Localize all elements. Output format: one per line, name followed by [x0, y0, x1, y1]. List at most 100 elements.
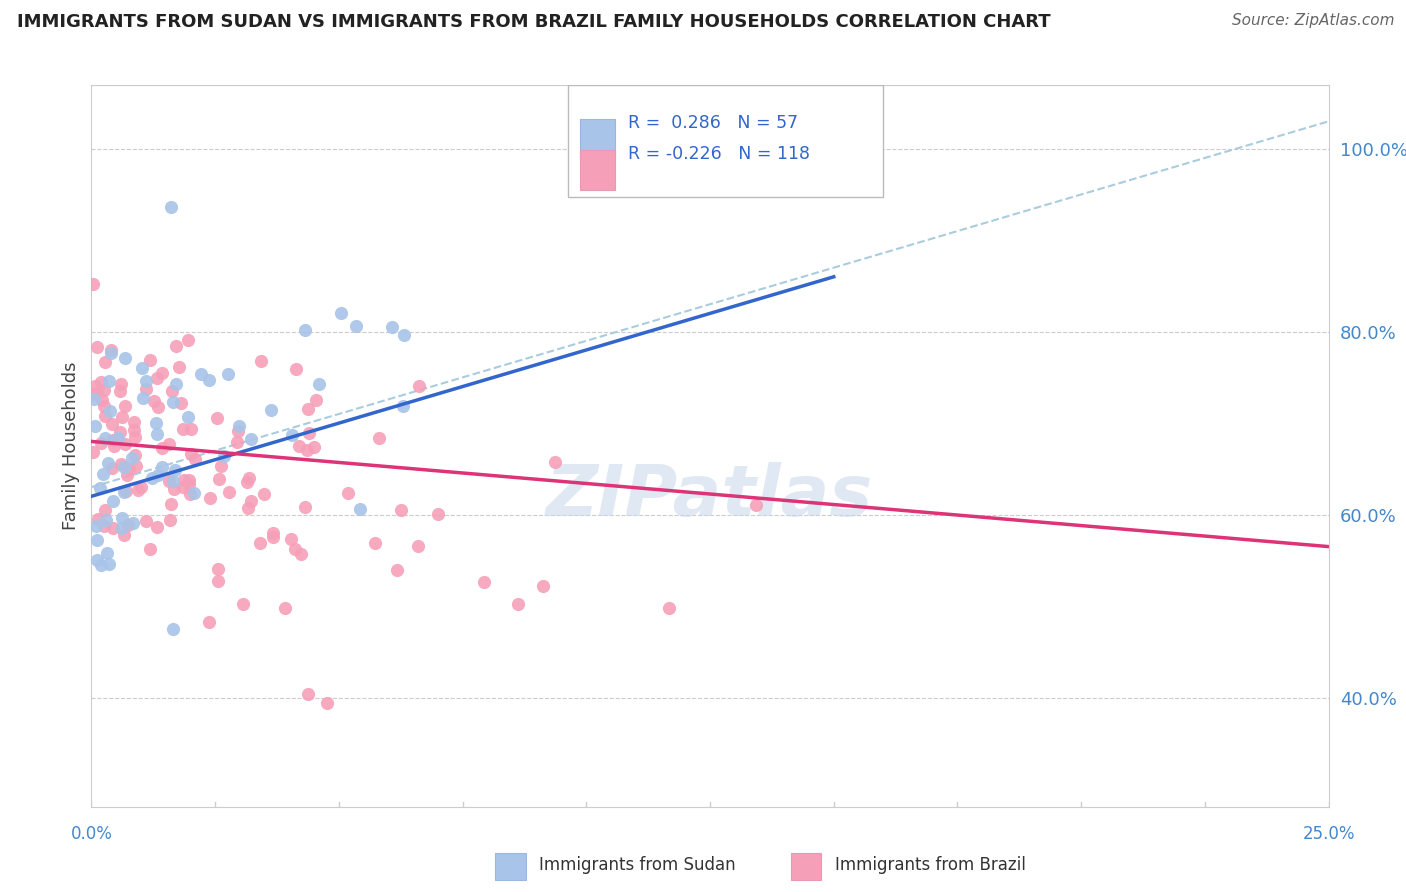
Point — [297, 443, 319, 458]
Point — [112, 528, 135, 542]
Point — [100, 343, 122, 357]
Point — [160, 497, 183, 511]
Point — [294, 500, 316, 515]
Point — [298, 426, 321, 441]
Point — [162, 622, 184, 636]
Point — [150, 366, 173, 380]
Point — [90, 376, 112, 390]
Point — [98, 557, 121, 571]
Point — [408, 379, 430, 393]
Point — [190, 367, 212, 381]
Point — [218, 484, 240, 499]
Point — [163, 463, 186, 477]
Point — [146, 371, 169, 385]
Point — [207, 574, 229, 589]
Point — [94, 502, 117, 516]
Point — [141, 471, 163, 485]
Point — [205, 411, 228, 425]
Y-axis label: Family Households: Family Households — [62, 362, 80, 530]
Point — [177, 410, 200, 425]
Point — [162, 395, 184, 409]
Point — [108, 425, 131, 439]
Point — [198, 615, 221, 629]
Point — [150, 442, 173, 456]
Point — [239, 432, 262, 446]
Point — [135, 374, 157, 388]
Point — [239, 493, 262, 508]
Point — [250, 354, 273, 368]
Text: R = -0.226   N = 118: R = -0.226 N = 118 — [628, 145, 810, 163]
Point — [90, 558, 112, 572]
Point — [111, 409, 134, 424]
Point — [157, 436, 180, 450]
Text: Immigrants from Sudan: Immigrants from Sudan — [540, 856, 735, 874]
Point — [86, 553, 108, 567]
Point — [472, 575, 495, 590]
Point — [115, 484, 138, 499]
Point — [121, 450, 143, 465]
Point — [98, 374, 121, 388]
Point — [122, 516, 145, 530]
Point — [177, 473, 200, 487]
Bar — [581, 150, 614, 189]
Point — [183, 452, 205, 467]
Point — [249, 536, 271, 550]
Point — [330, 306, 353, 320]
Point — [179, 487, 201, 501]
Point — [101, 461, 124, 475]
Point — [226, 424, 249, 438]
Point — [173, 473, 195, 487]
Point — [112, 485, 135, 500]
Point — [83, 419, 105, 434]
Point — [100, 345, 122, 359]
Point — [146, 427, 169, 442]
Point — [146, 468, 169, 483]
Point — [103, 521, 125, 535]
Point — [122, 423, 145, 437]
Bar — [581, 120, 614, 159]
Point — [114, 351, 136, 366]
Point — [124, 430, 146, 444]
Point — [146, 400, 169, 414]
Point — [290, 547, 312, 561]
Point — [84, 519, 107, 533]
Point — [114, 399, 136, 413]
Point — [179, 476, 201, 491]
Point — [112, 460, 135, 475]
Point — [209, 459, 232, 474]
Point — [508, 597, 530, 611]
Point — [101, 417, 124, 431]
Point — [160, 384, 183, 399]
Text: ZIPatlas: ZIPatlas — [547, 462, 873, 531]
Text: Immigrants from Brazil: Immigrants from Brazil — [835, 856, 1025, 874]
Point — [363, 535, 385, 549]
Point — [159, 513, 181, 527]
Point — [344, 318, 367, 333]
Text: 25.0%: 25.0% — [1302, 825, 1355, 843]
Point — [157, 475, 180, 489]
Point — [111, 511, 134, 525]
Point — [180, 422, 202, 436]
Point — [86, 340, 108, 354]
Point — [114, 437, 136, 451]
Point — [294, 323, 316, 337]
Point — [308, 376, 330, 391]
Point — [90, 436, 112, 450]
Point — [111, 521, 134, 535]
Point — [165, 376, 187, 391]
Point — [93, 383, 115, 397]
Point — [198, 491, 221, 506]
Point — [110, 457, 132, 471]
Point — [262, 530, 284, 544]
Point — [381, 320, 404, 334]
Point — [160, 200, 183, 214]
Point — [98, 404, 121, 418]
Point — [262, 525, 284, 540]
Point — [280, 532, 302, 546]
Point — [259, 403, 281, 417]
Point — [197, 373, 219, 387]
Point — [208, 472, 231, 486]
Point — [297, 687, 319, 701]
Point — [297, 401, 319, 416]
Point — [426, 507, 449, 521]
